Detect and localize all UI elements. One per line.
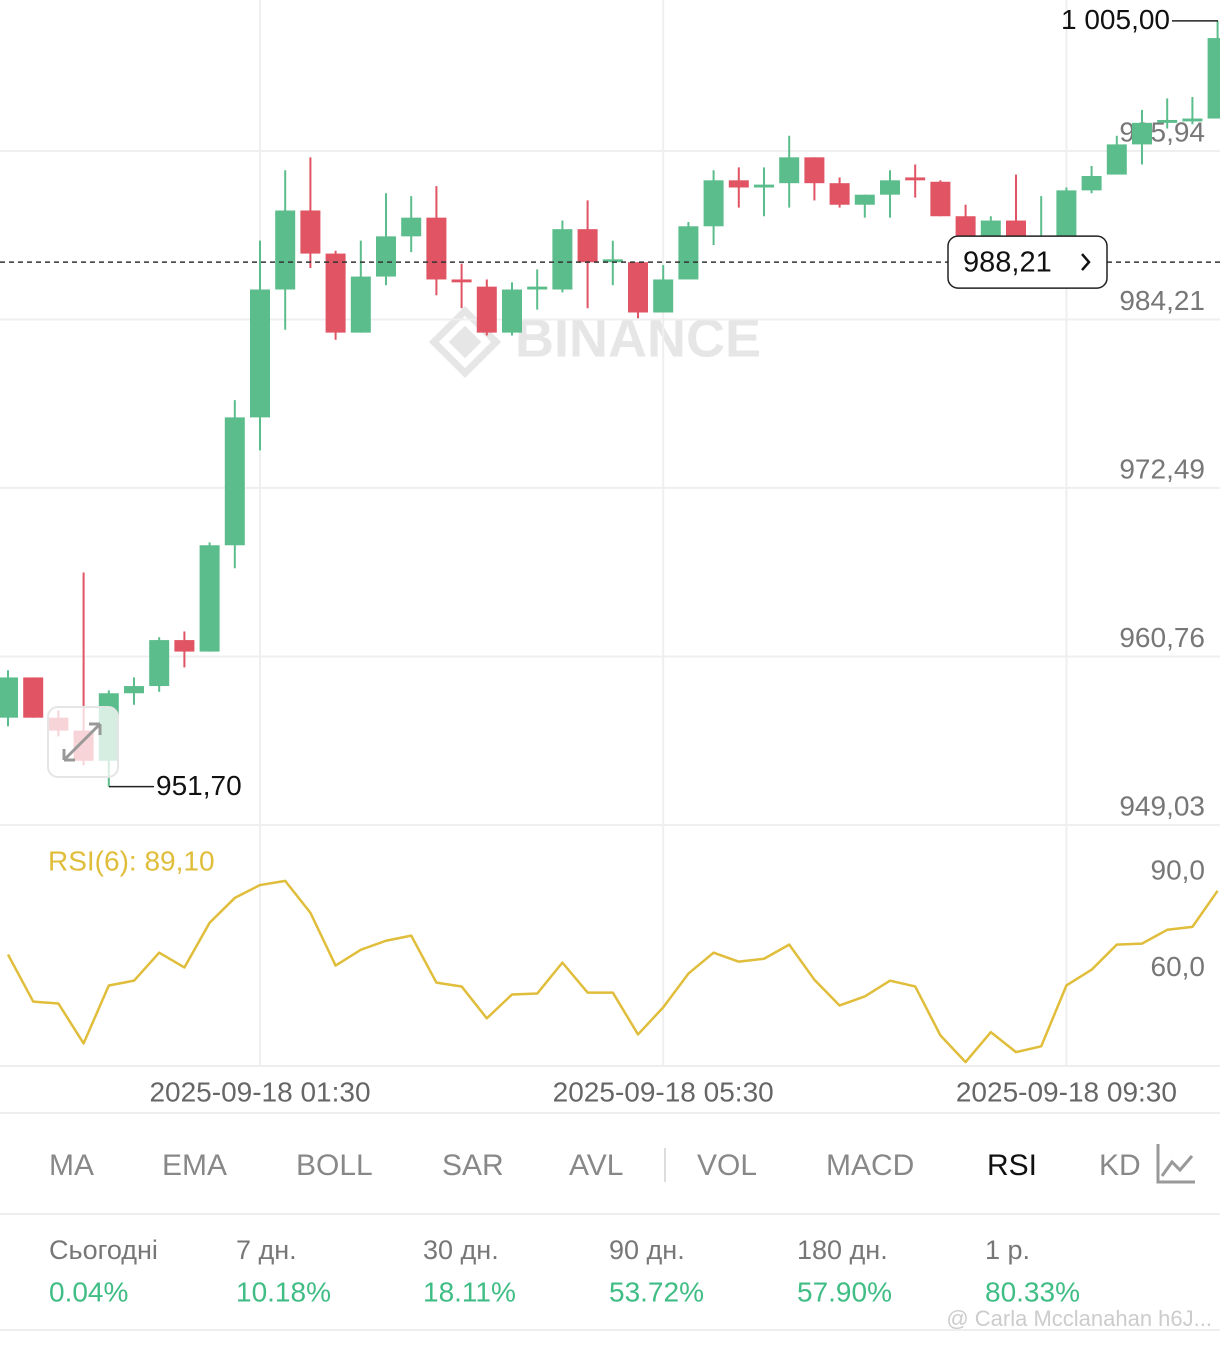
high-label: 1 005,00 — [1061, 4, 1170, 35]
period-label: Сьогодні — [49, 1235, 158, 1265]
candle-body — [854, 194, 875, 205]
candle-body — [1106, 144, 1127, 175]
candle-body — [0, 677, 18, 718]
candle-body — [577, 229, 598, 263]
candle-body — [1081, 176, 1102, 191]
candle-body — [376, 236, 396, 277]
candle-body — [552, 229, 573, 290]
period-change: 57.90% — [797, 1276, 892, 1307]
period-label: 90 дн. — [609, 1235, 685, 1265]
candle-body — [451, 279, 472, 283]
candle-body — [602, 259, 623, 263]
expand-icon[interactable] — [47, 706, 119, 778]
chart-settings-icon[interactable] — [1156, 1144, 1195, 1184]
candle-body — [628, 262, 648, 313]
period-change: 53.72% — [609, 1276, 704, 1307]
credit: @ Carla Mcclanahan h6J... — [946, 1306, 1212, 1331]
candle-body — [1207, 38, 1220, 119]
y-tick-label: 984,21 — [1119, 285, 1205, 316]
indicator-tab[interactable]: RSI — [987, 1149, 1037, 1182]
period-change: 80.33% — [985, 1276, 1080, 1307]
candle-body — [980, 220, 1001, 238]
candle-body — [754, 184, 774, 188]
candle-body — [779, 157, 800, 184]
indicator-tab[interactable]: BOLL — [296, 1149, 373, 1182]
candle-body — [678, 226, 699, 280]
candle-body — [250, 289, 270, 418]
indicator-tab[interactable]: AVL — [569, 1149, 623, 1182]
candle-body — [728, 180, 749, 188]
candle-body — [502, 289, 522, 333]
y-tick-label: 60,0 — [1151, 951, 1206, 982]
y-tick-label: 949,03 — [1119, 790, 1205, 821]
candle-body — [905, 177, 926, 181]
watermark: BINANCE — [515, 308, 761, 368]
y-tick-label: 960,76 — [1119, 622, 1205, 653]
candle-body — [199, 545, 220, 652]
y-tick-label: 972,49 — [1119, 453, 1205, 484]
candle-body — [325, 253, 346, 333]
candle-body — [23, 677, 44, 718]
candle-body — [703, 180, 724, 227]
candle-body — [653, 279, 674, 313]
candle-body — [880, 180, 900, 195]
indicator-tab[interactable]: VOL — [697, 1149, 757, 1182]
candle-body — [527, 286, 548, 290]
candle-body — [401, 217, 422, 237]
period-change: 0.04% — [49, 1276, 128, 1307]
indicator-tab[interactable]: EMA — [162, 1149, 227, 1182]
period-label: 7 дн. — [236, 1235, 297, 1265]
performance: Сьогодні 0.04% 7 дн. 10.18% 30 дн. 18.11% 90 д… — [49, 1235, 1080, 1307]
candle-body — [174, 640, 195, 652]
indicator-tab[interactable]: MA — [49, 1149, 94, 1182]
price-tag — [947, 235, 1108, 289]
candle-body — [426, 217, 447, 280]
candle-body — [300, 210, 321, 254]
period-label: 180 дн. — [797, 1235, 888, 1265]
candle-body — [350, 276, 371, 333]
period-change: 18.11% — [423, 1276, 516, 1307]
y-tick-label: 90,0 — [1151, 854, 1206, 885]
period-label: 1 р. — [985, 1235, 1030, 1265]
rsi-title: RSI(6): 89,10 — [48, 845, 215, 876]
indicator-tabs: MA EMA BOLL SAR AVL VOL MACD RSI KD — [49, 1149, 1141, 1182]
candle-body — [149, 640, 170, 687]
rsi-line — [6, 879, 1219, 1064]
x-tick-label: 2025-09-18 01:30 — [149, 1076, 370, 1107]
indicator-tab[interactable]: SAR — [442, 1149, 504, 1182]
candle-body — [930, 181, 951, 217]
watermark-group: BINANCE — [428, 305, 761, 379]
candle-body — [224, 417, 245, 546]
price-tag-chevron — [1081, 253, 1091, 271]
candle-body — [1182, 118, 1203, 122]
candle-body — [1132, 122, 1152, 145]
candle-body — [955, 216, 976, 238]
indicator-tab[interactable]: KD — [1099, 1149, 1141, 1182]
x-tick-label: 2025-09-18 09:30 — [956, 1076, 1177, 1107]
plot: 949,03960,76972,49984,21995,942025-09-18… — [0, 0, 1220, 1107]
candle-body — [829, 183, 850, 205]
period-change: 10.18% — [236, 1276, 331, 1307]
period-label: 30 дн. — [423, 1235, 499, 1265]
candle-body — [1056, 190, 1077, 237]
candle-body — [1006, 220, 1026, 238]
x-tick-label: 2025-09-18 05:30 — [553, 1076, 774, 1107]
candle-body — [275, 210, 296, 290]
candle-body — [804, 157, 825, 184]
price-tag-label: 988,21 — [963, 247, 1052, 279]
candle-body — [124, 686, 144, 694]
indicator-tab[interactable]: MACD — [826, 1149, 914, 1182]
candle-body — [476, 286, 497, 333]
low-label: 951,70 — [156, 770, 242, 801]
candle-body — [1157, 119, 1178, 123]
